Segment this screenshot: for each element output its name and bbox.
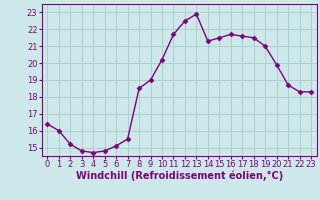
X-axis label: Windchill (Refroidissement éolien,°C): Windchill (Refroidissement éolien,°C) xyxy=(76,171,283,181)
